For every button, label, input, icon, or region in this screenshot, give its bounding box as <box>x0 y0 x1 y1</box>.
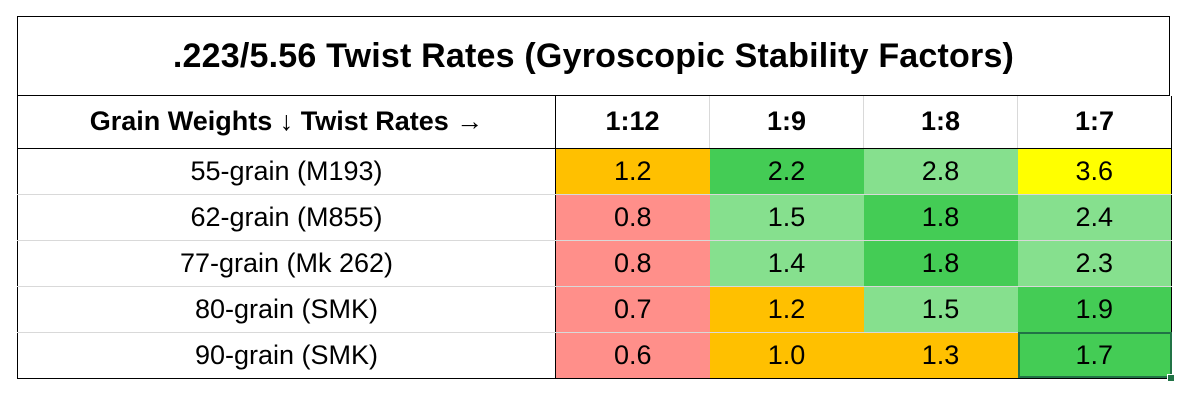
row-label-cell[interactable]: 55-grain (M193) <box>17 148 556 195</box>
stability-value-cell[interactable]: 1.8 <box>863 240 1018 287</box>
stability-value-cell[interactable]: 1.7 <box>1017 332 1175 382</box>
column-header-1-7[interactable]: 1:7 <box>1017 96 1172 149</box>
header-label-cell[interactable]: Grain Weights ↓ Twist Rates → <box>17 96 556 149</box>
table-row: 90-grain (SMK) 0.6 1.0 1.3 1.7 <box>17 332 1175 382</box>
stability-value-cell[interactable]: 2.4 <box>1017 194 1172 241</box>
stability-value-cell[interactable]: 3.6 <box>1017 148 1172 195</box>
row-label-cell[interactable]: 77-grain (Mk 262) <box>17 240 556 287</box>
stability-value-cell[interactable]: 0.6 <box>555 332 710 379</box>
stability-value-cell[interactable]: 2.3 <box>1017 240 1172 287</box>
header-row: Grain Weights ↓ Twist Rates → 1:12 1:9 1… <box>17 96 1172 149</box>
table-row: 77-grain (Mk 262) 0.8 1.4 1.8 2.3 <box>17 240 1172 287</box>
stability-value-cell[interactable]: 1.3 <box>863 332 1018 379</box>
stability-value-cell[interactable]: 1.4 <box>709 240 864 287</box>
stability-value-cell[interactable]: 1.5 <box>709 194 864 241</box>
row-label-cell[interactable]: 90-grain (SMK) <box>17 332 556 379</box>
table-row: 62-grain (M855) 0.8 1.5 1.8 2.4 <box>17 194 1172 241</box>
stability-value-cell[interactable]: 0.7 <box>555 286 710 333</box>
stability-value-cell[interactable]: 0.8 <box>555 240 710 287</box>
stability-value-cell[interactable]: 1.2 <box>709 286 864 333</box>
twist-rate-table: Grain Weights ↓ Twist Rates → 1:12 1:9 1… <box>17 96 1175 382</box>
stability-value-cell[interactable]: 2.8 <box>863 148 1018 195</box>
spreadsheet: .223/5.56 Twist Rates (Gyroscopic Stabil… <box>17 16 1175 382</box>
column-header-1-12[interactable]: 1:12 <box>555 96 710 149</box>
row-label-cell[interactable]: 62-grain (M855) <box>17 194 556 241</box>
column-header-1-9[interactable]: 1:9 <box>709 96 864 149</box>
stability-value-cell[interactable]: 1.8 <box>863 194 1018 241</box>
table-title[interactable]: .223/5.56 Twist Rates (Gyroscopic Stabil… <box>17 16 1170 96</box>
stability-value-cell[interactable]: 1.2 <box>555 148 710 195</box>
stability-value-cell[interactable]: 1.5 <box>863 286 1018 333</box>
fill-handle[interactable] <box>1167 373 1175 382</box>
table-row: 55-grain (M193) 1.2 2.2 2.8 3.6 <box>17 148 1172 195</box>
table-row: 80-grain (SMK) 0.7 1.2 1.5 1.9 <box>17 286 1172 333</box>
stability-value-cell[interactable]: 1.0 <box>709 332 864 379</box>
stability-value-cell[interactable]: 0.8 <box>555 194 710 241</box>
column-header-1-8[interactable]: 1:8 <box>863 96 1018 149</box>
stability-value-cell[interactable]: 1.9 <box>1017 286 1172 333</box>
stability-value-cell[interactable]: 2.2 <box>709 148 864 195</box>
row-label-cell[interactable]: 80-grain (SMK) <box>17 286 556 333</box>
